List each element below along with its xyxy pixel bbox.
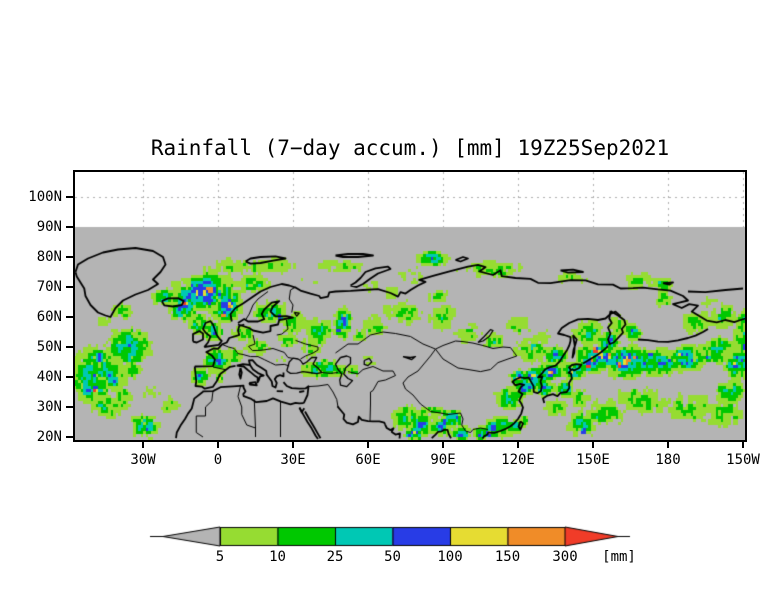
x-tick [217,440,219,448]
y-tick-label: 70N [36,279,62,295]
x-tick-label: 180 [655,452,681,468]
y-tick-label: 30N [36,399,62,415]
y-tick [66,286,74,288]
x-tick-label: 0 [213,452,223,468]
x-tick [592,440,594,448]
x-tick [742,440,744,448]
colorbar-level-label: 100 [437,549,463,565]
x-tick [367,440,369,448]
x-tick-label: 90E [430,452,456,468]
x-tick-label: 30E [280,452,306,468]
y-tick [66,376,74,378]
x-tick [517,440,519,448]
y-tick-label: 100N [28,189,62,205]
y-tick-label: 80N [36,249,62,265]
y-tick-label: 50N [36,339,62,355]
y-tick-label: 60N [36,309,62,325]
rainfall-map-canvas [75,172,745,440]
y-tick [66,346,74,348]
map-frame [73,170,747,442]
colorbar-level-label: 25 [326,549,344,565]
y-tick [66,196,74,198]
y-tick [66,406,74,408]
colorbar-level-label: 5 [215,549,225,565]
y-tick-label: 40N [36,369,62,385]
colorbar-level-label: 150 [494,549,521,565]
y-tick [66,226,74,228]
y-tick [66,256,74,258]
x-tick-label: 30W [130,452,156,468]
x-tick [142,440,144,448]
plot-title: Rainfall (7−day accum.) [mm] 19Z25Sep202… [150,136,670,160]
x-tick [442,440,444,448]
colorbar-canvas [140,520,660,550]
y-tick [66,436,74,438]
colorbar-level-label: 10 [269,549,286,565]
y-tick-label: 20N [36,429,62,445]
colorbar-unit-label: [mm] [602,549,636,565]
colorbar-level-label: 50 [384,549,401,565]
x-tick-label: 60E [355,452,381,468]
y-tick [66,316,74,318]
x-tick [292,440,294,448]
x-tick-label: 150E [576,452,610,468]
y-tick-label: 90N [36,219,62,235]
x-tick [667,440,669,448]
x-tick-label: 150W [726,452,760,468]
x-tick-label: 120E [501,452,535,468]
colorbar-level-label: 300 [552,549,578,565]
